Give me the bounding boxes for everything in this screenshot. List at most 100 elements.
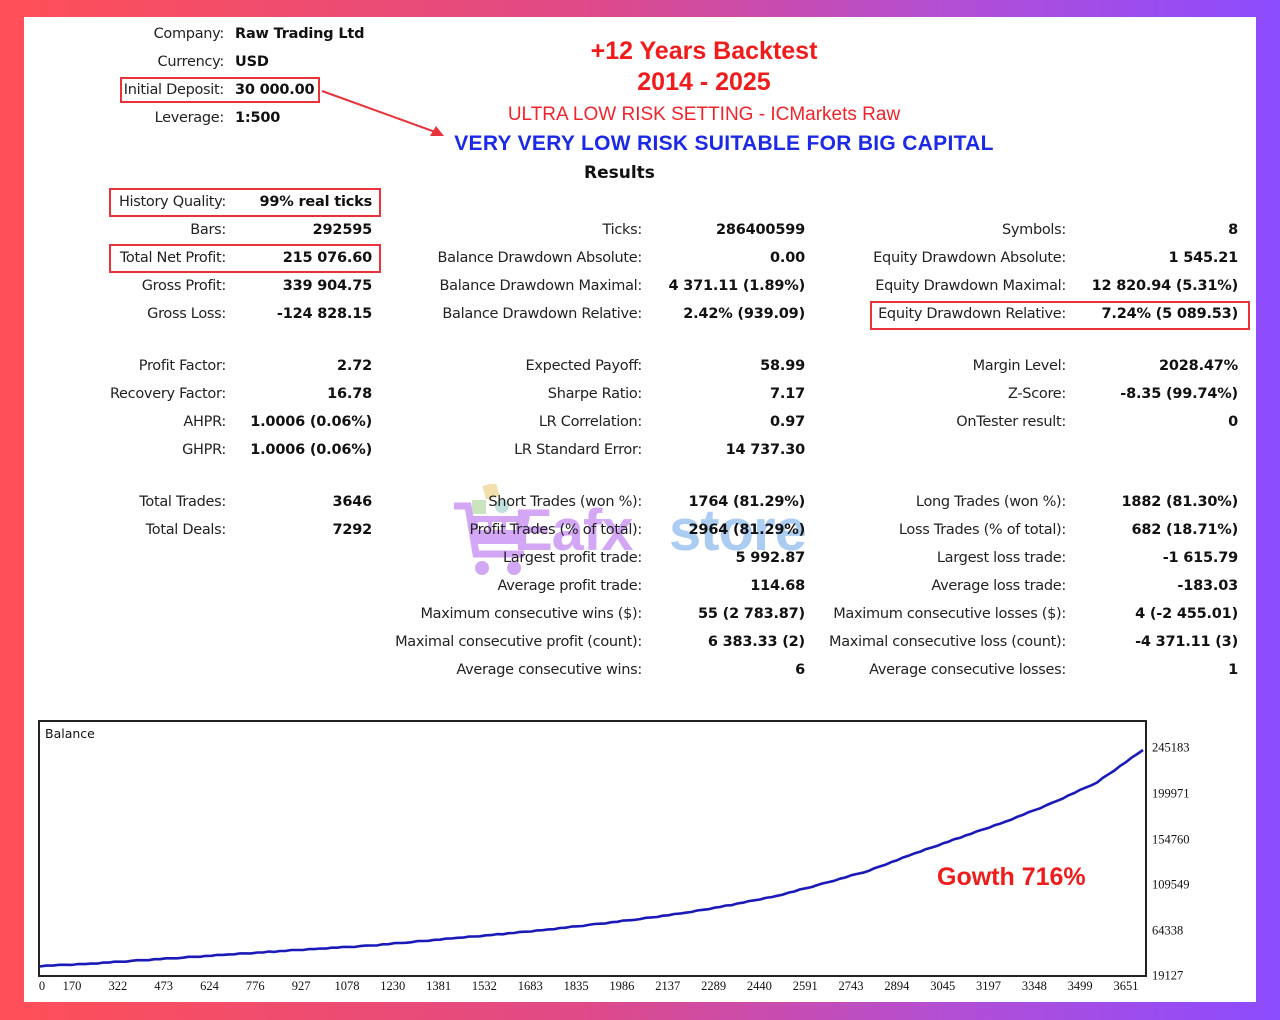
- lr-standard-error-label: LR Standard Error:: [514, 442, 642, 458]
- x-tick-label: 2440: [746, 979, 772, 993]
- x-tick-label: 1835: [563, 979, 589, 993]
- average-consecutive-losses-value: 1: [1228, 662, 1238, 678]
- equity-dd-maximal-value: 12 820.94 (5.31%): [1091, 278, 1239, 294]
- results-heading: Results: [584, 163, 655, 183]
- y-tick-label: 19127: [1152, 968, 1184, 983]
- company-label: Company:: [153, 26, 225, 42]
- currency-value: USD: [235, 54, 269, 70]
- margin-level-value: 2028.47%: [1159, 358, 1238, 374]
- average-consecutive-losses-label: Average consecutive losses:: [869, 662, 1066, 678]
- y-tick-label: 109549: [1152, 877, 1190, 892]
- ghpr-label: GHPR:: [182, 442, 226, 458]
- history-quality-value: 99% real ticks: [259, 194, 372, 210]
- x-tick-label: 1683: [517, 979, 543, 993]
- balance-line: [40, 748, 1144, 968]
- profit-trades-value: 2964 (81.29%): [688, 522, 806, 538]
- profit-factor-label: Profit Factor:: [138, 358, 227, 374]
- x-tick-label: 2591: [792, 979, 818, 993]
- symbols-value: 8: [1228, 222, 1238, 238]
- expected-payoff-label: Expected Payoff:: [525, 358, 643, 374]
- arrow-icon: [321, 90, 444, 136]
- balance-dd-maximal-label: Balance Drawdown Maximal:: [439, 278, 643, 294]
- ahpr-label: AHPR:: [183, 414, 226, 430]
- ahpr-value: 1.0006 (0.06%): [250, 414, 372, 430]
- equity-dd-relative-label: Equity Drawdown Relative:: [878, 306, 1066, 322]
- currency-label: Currency:: [157, 54, 225, 70]
- x-tick-label: 776: [245, 979, 265, 993]
- equity-dd-absolute-value: 1 545.21: [1168, 250, 1239, 266]
- subtitle-risk-setting: ULTRA LOW RISK SETTING - ICMarkets Raw: [507, 104, 901, 125]
- ontester-result-value: 0: [1228, 414, 1238, 430]
- average-loss-trade-value: -183.03: [1177, 578, 1238, 594]
- x-tick-label: 473: [154, 979, 174, 993]
- lr-standard-error-value: 14 737.30: [725, 442, 806, 458]
- z-score-label: Z-Score:: [1007, 386, 1066, 402]
- max-consecutive-losses-value: 4 (-2 455.01): [1135, 606, 1238, 622]
- balance-dd-maximal-value: 4 371.11 (1.89%): [668, 278, 806, 294]
- gross-profit-label: Gross Profit:: [141, 278, 227, 294]
- equity-dd-absolute-label: Equity Drawdown Absolute:: [873, 250, 1066, 266]
- long-trades-value: 1882 (81.30%): [1121, 494, 1239, 510]
- bars-value: 292595: [312, 222, 373, 238]
- ghpr-value: 1.0006 (0.06%): [250, 442, 372, 458]
- company-value: Raw Trading Ltd: [235, 26, 365, 42]
- long-trades-label: Long Trades (won %):: [915, 494, 1066, 510]
- total-net-profit-value: 215 076.60: [282, 250, 372, 266]
- backtest-report-panel: Company: Raw Trading Ltd Currency: USD I…: [24, 17, 1256, 1002]
- title-line-2: 2014 - 2025: [637, 68, 771, 96]
- x-tick-label: 2743: [838, 979, 864, 993]
- largest-profit-trade-value: 5 992.87: [735, 550, 806, 566]
- balance-dd-absolute-label: Balance Drawdown Absolute:: [437, 250, 642, 266]
- balance-chart: Balance: [38, 720, 1147, 977]
- x-tick-label: 927: [291, 979, 311, 993]
- balance-dd-absolute-value: 0.00: [770, 250, 805, 266]
- sharpe-ratio-label: Sharpe Ratio:: [547, 386, 643, 402]
- total-deals-value: 7292: [332, 522, 372, 538]
- average-consecutive-wins-label: Average consecutive wins:: [456, 662, 642, 678]
- balance-dd-relative-label: Balance Drawdown Relative:: [442, 306, 642, 322]
- average-consecutive-wins-value: 6: [795, 662, 805, 678]
- x-tick-label: 0: [38, 979, 46, 993]
- profit-trades-label: Profit Trades (% of total):: [469, 522, 642, 538]
- bars-label: Bars:: [190, 222, 226, 238]
- initial-deposit-label: Initial Deposit:: [123, 82, 225, 98]
- growth-annotation: Gowth 716%: [937, 863, 1086, 891]
- x-tick-label: 1230: [380, 979, 406, 993]
- x-tick-label: 3499: [1067, 979, 1093, 993]
- largest-loss-trade-value: -1 615.79: [1162, 550, 1239, 566]
- x-tick-label: 1986: [609, 979, 635, 993]
- total-net-profit-highlight: [109, 244, 381, 273]
- ontester-result-label: OnTester result:: [956, 414, 1066, 430]
- ticks-label: Ticks:: [602, 222, 643, 238]
- x-tick-label: 3348: [1021, 979, 1047, 993]
- largest-profit-trade-label: Largest profit trade:: [502, 550, 642, 566]
- loss-trades-label: Loss Trades (% of total):: [898, 522, 1066, 538]
- lr-correlation-label: LR Correlation:: [538, 414, 642, 430]
- x-tick-label: 2289: [701, 979, 727, 993]
- x-tick-label: 3651: [1113, 979, 1139, 993]
- balance-dd-relative-value: 2.42% (939.09): [683, 306, 805, 322]
- y-tick-label: 64338: [1152, 923, 1184, 938]
- expected-payoff-value: 58.99: [760, 358, 805, 374]
- average-profit-trade-label: Average profit trade:: [497, 578, 642, 594]
- maximal-consecutive-profit-value: 6 383.33 (2): [707, 634, 805, 650]
- short-trades-label: Short Trades (won %):: [488, 494, 642, 510]
- gross-profit-value: 339 904.75: [282, 278, 372, 294]
- recovery-factor-label: Recovery Factor:: [109, 386, 226, 402]
- x-tick-label: 1381: [426, 979, 452, 993]
- symbols-label: Symbols:: [1001, 222, 1066, 238]
- y-tick-label: 245183: [1152, 740, 1190, 755]
- x-tick-label: 624: [200, 979, 219, 993]
- margin-level-label: Margin Level:: [972, 358, 1067, 374]
- history-quality-label: History Quality:: [118, 194, 226, 210]
- z-score-value: -8.35 (99.74%): [1120, 386, 1238, 402]
- total-net-profit-label: Total Net Profit:: [119, 250, 226, 266]
- x-tick-label: 3197: [976, 979, 1002, 993]
- gross-loss-label: Gross Loss:: [147, 306, 226, 322]
- history-quality-highlight: [109, 188, 381, 217]
- x-tick-label: 322: [108, 979, 128, 993]
- leverage-value: 1:500: [235, 110, 281, 126]
- profit-factor-value: 2.72: [337, 358, 372, 374]
- average-profit-trade-value: 114.68: [750, 578, 805, 594]
- recovery-factor-value: 16.78: [327, 386, 372, 402]
